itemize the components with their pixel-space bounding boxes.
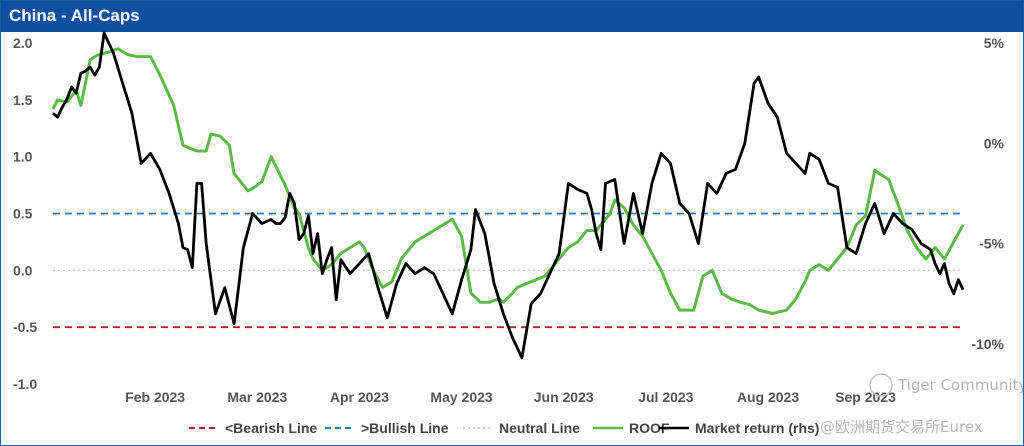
watermark-line-1: Tiger Community (897, 376, 1023, 394)
watermark-line-2: @欧洲期货交易所Eurex (820, 418, 983, 436)
x-tick-label: Aug 2023 (737, 389, 799, 405)
y-left-tick-label: 0.5 (13, 206, 33, 222)
left-y-axis: 2.0 1.5 1.0 0.5 0.0 -0.5 -1.0 (13, 35, 37, 392)
series-line-roof (51, 47, 965, 315)
reference-lines (53, 212, 963, 329)
tiger-logo-icon (869, 373, 893, 397)
y-left-tick-label: 1.5 (13, 92, 33, 108)
y-right-tick-label: 0% (984, 135, 1005, 151)
y-left-tick-label: 1.0 (13, 149, 33, 165)
title-bar: China - All-Caps (1, 1, 1023, 32)
watermark: Tiger Community @欧洲期货交易所Eurex (820, 373, 1023, 436)
x-axis: Feb 2023 Mar 2023 Apr 2023 May 2023 Jun 2023… (125, 389, 896, 405)
y-right-tick-label: -10% (971, 336, 1004, 352)
chart-title: China - All-Caps (9, 6, 140, 25)
series-lines (51, 31, 965, 360)
legend-label: ROOF (629, 420, 670, 436)
y-left-tick-label: -0.5 (13, 319, 37, 335)
x-tick-label: Jul 2023 (638, 389, 693, 405)
x-tick-label: May 2023 (430, 389, 492, 405)
legend-label: <Bearish Line (225, 420, 317, 436)
series-line-market-return (52, 31, 965, 360)
y-left-tick-label: 2.0 (13, 35, 33, 51)
legend-label: >Bullish Line (361, 420, 449, 436)
legend: <Bearish Line >Bullish Line Neutral Line RO… (189, 420, 819, 436)
right-y-axis: 5% 0% -5% -10% (971, 35, 1004, 352)
x-tick-label: Mar 2023 (227, 389, 287, 405)
x-tick-label: Apr 2023 (330, 389, 389, 405)
legend-label: Market return (rhs) (695, 420, 819, 436)
x-tick-label: Feb 2023 (125, 389, 185, 405)
legend-label: Neutral Line (499, 420, 580, 436)
y-left-tick-label: -1.0 (13, 376, 37, 392)
y-right-tick-label: 5% (984, 35, 1005, 51)
y-right-tick-label: -5% (979, 236, 1004, 252)
x-tick-label: Sep 2023 (835, 389, 896, 405)
y-left-tick-label: 0.0 (13, 262, 33, 278)
x-tick-label: Jun 2023 (534, 389, 594, 405)
